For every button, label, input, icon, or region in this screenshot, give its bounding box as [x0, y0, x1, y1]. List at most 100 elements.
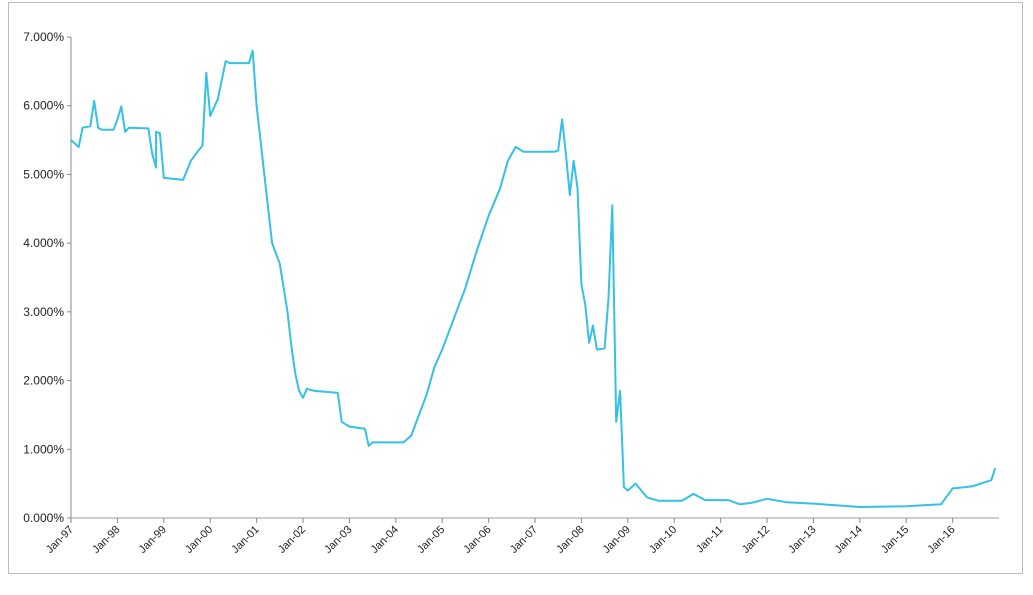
data-point — [499, 187, 502, 189]
x-tick-label: Jan-03 — [322, 524, 354, 556]
data-point — [224, 60, 227, 62]
x-tick-label: Jan-09 — [601, 524, 633, 556]
data-point — [603, 347, 606, 350]
data-point — [124, 131, 126, 133]
data-point — [704, 499, 706, 501]
data-point — [255, 104, 258, 107]
x-tick-label: Jan-08 — [554, 524, 586, 556]
data-point — [561, 118, 563, 121]
data-point — [584, 304, 587, 306]
x-tick-label: Jan-06 — [461, 524, 493, 556]
data-point — [441, 348, 444, 351]
data-point — [306, 388, 308, 390]
data-point — [337, 392, 339, 394]
data-point — [251, 49, 254, 52]
x-tick-label: Jan-04 — [369, 524, 401, 556]
data-point — [70, 139, 72, 141]
data-point — [766, 497, 768, 500]
data-point — [569, 194, 571, 196]
x-tick-label: Jan-11 — [694, 524, 726, 556]
data-point — [615, 421, 617, 423]
data-point — [611, 204, 614, 207]
data-point — [279, 262, 281, 265]
data-point — [410, 434, 413, 437]
x-tick-label: Jan-12 — [740, 524, 772, 556]
data-point — [263, 173, 266, 176]
data-point — [93, 100, 95, 102]
data-point — [476, 249, 478, 251]
y-tick-label: 7.000% — [23, 30, 64, 44]
data-point — [681, 500, 683, 502]
data-point — [619, 390, 621, 392]
data-point — [155, 131, 157, 133]
y-tick-label: 3.000% — [23, 305, 64, 319]
data-point — [785, 501, 788, 503]
data-point — [607, 297, 610, 299]
data-point — [271, 242, 273, 244]
data-point — [596, 348, 598, 351]
data-point — [940, 503, 942, 506]
x-tick-label: Jan-13 — [786, 524, 818, 556]
data-point — [147, 127, 150, 130]
x-tick-label: Jan-97 — [44, 524, 76, 556]
data-point — [990, 479, 993, 482]
data-point — [487, 214, 490, 217]
data-point — [120, 105, 123, 108]
data-point — [112, 128, 115, 131]
data-point — [190, 159, 192, 162]
data-point — [248, 62, 250, 64]
data-point — [290, 345, 293, 348]
data-point — [89, 125, 92, 128]
x-tick-label: Jan-02 — [276, 524, 308, 556]
data-point — [371, 441, 374, 444]
data-point — [101, 128, 103, 131]
data-point — [971, 485, 973, 488]
x-tick-label: Jan-00 — [183, 524, 215, 556]
x-tick-label: Jan-99 — [137, 524, 169, 556]
data-point — [507, 159, 509, 162]
data-point — [205, 71, 208, 74]
x-tick-label: Jan-05 — [415, 524, 447, 556]
data-point — [433, 366, 436, 368]
data-point — [657, 500, 660, 502]
data-point — [514, 146, 517, 148]
data-point — [905, 505, 907, 508]
data-point — [201, 144, 204, 147]
y-tick-label: 5.000% — [23, 167, 64, 181]
data-point — [592, 324, 594, 327]
data-point — [313, 390, 316, 392]
x-tick-label: Jan-01 — [229, 524, 261, 556]
data-point — [750, 502, 753, 504]
y-tick-label: 1.000% — [23, 442, 64, 456]
x-tick-label: Jan-15 — [879, 524, 911, 556]
data-point — [951, 487, 954, 490]
data-point — [576, 187, 579, 189]
data-point — [81, 126, 84, 129]
data-point — [994, 467, 996, 470]
data-point — [348, 425, 351, 428]
x-tick-label: Jan-10 — [647, 524, 679, 556]
data-point — [627, 489, 629, 492]
x-tick-label: Jan-14 — [833, 524, 865, 556]
data-point — [159, 132, 161, 134]
data-point — [692, 493, 695, 495]
data-point — [128, 126, 130, 129]
data-point — [727, 499, 730, 501]
data-point — [572, 159, 575, 162]
data-point — [298, 390, 300, 392]
data-point — [364, 427, 366, 430]
data-point — [623, 486, 625, 488]
data-point — [739, 503, 741, 506]
y-tick-label: 4.000% — [23, 236, 64, 250]
data-point — [402, 441, 405, 444]
data-point — [197, 149, 200, 152]
data-point — [228, 62, 231, 64]
chart-frame — [8, 2, 1023, 574]
data-point — [77, 146, 80, 148]
data-point — [522, 150, 525, 153]
data-point — [557, 149, 559, 152]
data-point — [634, 482, 637, 485]
y-axis: 0.000% 1.000% 2.000% 3.000% 4.000% 5.000% 6.00… — [23, 30, 72, 525]
data-point — [453, 317, 455, 320]
